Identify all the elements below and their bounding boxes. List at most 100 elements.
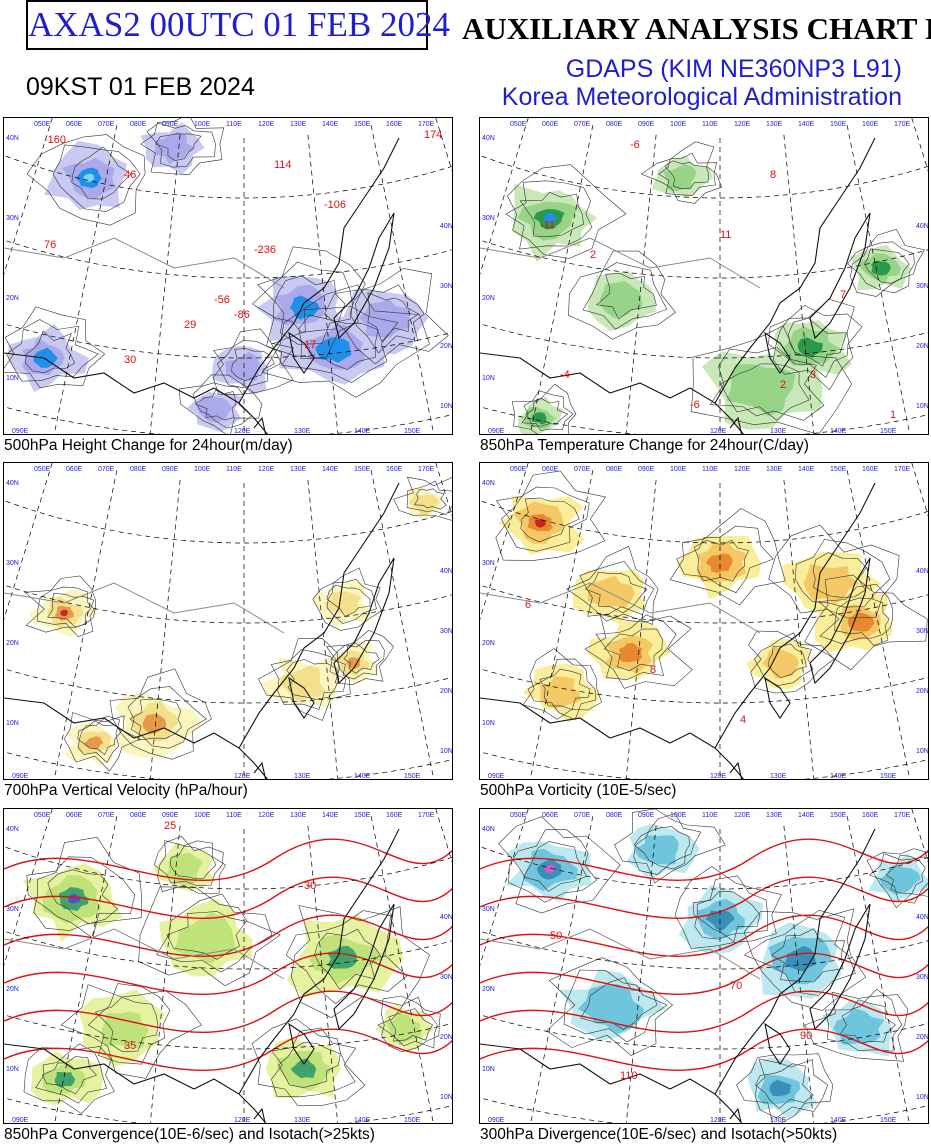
bottom-longitude-label: 120E bbox=[234, 1117, 251, 1124]
top-longitude-label: 090E bbox=[638, 121, 655, 128]
bottom-longitude-label: 140E bbox=[830, 428, 847, 435]
contour-line bbox=[521, 390, 574, 432]
contour-line bbox=[94, 996, 159, 1052]
contour-line bbox=[393, 476, 452, 521]
contour-line bbox=[251, 246, 366, 359]
vertical-velocity-map: 050E 060E 070E 080E 090E 100E 110E 120E 130E 140E… bbox=[4, 463, 452, 779]
contour-line bbox=[692, 891, 761, 943]
latitude-line bbox=[4, 751, 452, 779]
grid-labels: 050E 060E 070E 080E 090E 100E 110E 120E 130E 140E… bbox=[6, 121, 452, 435]
coastline-taiwan bbox=[253, 761, 267, 779]
latitude-line bbox=[480, 668, 928, 704]
left-latitude-label: 30N bbox=[482, 906, 495, 913]
shade-peak bbox=[60, 609, 68, 617]
contour-line bbox=[804, 991, 909, 1062]
latitude-line bbox=[4, 668, 452, 704]
top-longitude-label: 050E bbox=[510, 466, 527, 473]
contour-line bbox=[565, 545, 659, 625]
contour-layer bbox=[495, 470, 928, 720]
country-border bbox=[480, 237, 761, 289]
contour-value-label: 8 bbox=[770, 169, 776, 181]
map-panel-height-change: 050E 060E 070E 080E 090E 100E 110E 120E 130E 140E… bbox=[3, 117, 453, 435]
contour-value-label: 3 bbox=[810, 369, 816, 381]
top-longitude-label: 070E bbox=[98, 466, 115, 473]
graticule bbox=[480, 463, 928, 779]
top-longitude-label: 060E bbox=[66, 466, 83, 473]
contour-line bbox=[748, 630, 835, 694]
left-latitude-label: 10N bbox=[482, 375, 495, 382]
shade-region bbox=[879, 864, 921, 895]
contour-line bbox=[271, 306, 399, 384]
bottom-longitude-label: 150E bbox=[880, 428, 897, 435]
contour-line bbox=[406, 480, 452, 515]
contour-line bbox=[511, 383, 577, 434]
contour-line bbox=[140, 118, 225, 175]
country-border bbox=[480, 582, 761, 634]
contour-line bbox=[582, 262, 668, 330]
left-latitude-label: 30N bbox=[482, 560, 495, 567]
isotach-layer bbox=[480, 838, 928, 1072]
longitude-line bbox=[846, 125, 911, 434]
coastline-east bbox=[714, 828, 876, 1095]
shading-layer bbox=[7, 122, 429, 433]
contour-line bbox=[579, 560, 655, 617]
contour-line bbox=[743, 908, 867, 1011]
coastline-mainland bbox=[480, 352, 745, 434]
shade-core bbox=[618, 642, 643, 663]
left-latitude-label: 20N bbox=[6, 986, 19, 993]
coastline-japan bbox=[809, 557, 871, 685]
top-longitude-label: 130E bbox=[766, 812, 783, 819]
left-latitude-label: 20N bbox=[482, 640, 495, 647]
left-latitude-label: 20N bbox=[482, 986, 495, 993]
top-longitude-label: 160E bbox=[386, 121, 403, 128]
latitude-line bbox=[4, 323, 452, 359]
contour-line bbox=[584, 571, 648, 614]
right-latitude-label: 40N bbox=[916, 568, 929, 575]
latitude-line bbox=[480, 239, 928, 279]
top-longitude-label: 100E bbox=[670, 466, 687, 473]
left-latitude-label: 20N bbox=[482, 295, 495, 302]
longitude-line bbox=[783, 134, 815, 434]
contour-line bbox=[26, 856, 136, 939]
top-longitude-label: 070E bbox=[98, 121, 115, 128]
contour-line bbox=[519, 191, 584, 237]
top-longitude-label: 160E bbox=[862, 812, 879, 819]
caption-temperature-change: 850hPa Temperature Change for 24hour(C/d… bbox=[480, 437, 809, 454]
bottom-longitude-label: 150E bbox=[404, 428, 421, 435]
shade-region bbox=[833, 1008, 885, 1045]
longitude-line bbox=[370, 816, 434, 1123]
contour-value-label: -6 bbox=[630, 139, 640, 151]
contour-line bbox=[231, 348, 275, 382]
country-border bbox=[4, 237, 285, 289]
contour-line bbox=[669, 508, 786, 606]
shade-core bbox=[315, 337, 352, 363]
contour-line bbox=[768, 524, 900, 619]
top-longitude-label: 050E bbox=[34, 121, 51, 128]
bottom-longitude-label: 130E bbox=[770, 428, 787, 435]
bottom-longitude-label: 150E bbox=[880, 773, 897, 780]
coastline-korea bbox=[764, 331, 791, 374]
contour-line bbox=[388, 1008, 434, 1042]
coastline-taiwan bbox=[253, 1107, 266, 1123]
left-latitude-label: 10N bbox=[482, 1066, 495, 1073]
top-longitude-label: 170E bbox=[418, 121, 435, 128]
contour-value-label: 6 bbox=[525, 599, 531, 611]
shade-region bbox=[358, 299, 411, 338]
contour-line bbox=[326, 578, 377, 624]
isotach-layer bbox=[4, 838, 452, 1072]
latitude-line bbox=[480, 406, 928, 434]
right-latitude-label: 20N bbox=[916, 343, 929, 350]
latitude-line bbox=[4, 500, 452, 544]
coastline-korea bbox=[288, 331, 315, 374]
longitude-line bbox=[307, 134, 339, 434]
shade-peak bbox=[543, 212, 556, 223]
contour-line bbox=[694, 875, 769, 940]
coastline-korea bbox=[764, 676, 791, 719]
contour-value-label: 46 bbox=[124, 169, 136, 181]
contour-value-label: 11 bbox=[720, 229, 731, 241]
coastline-east bbox=[714, 482, 876, 749]
contour-line bbox=[500, 486, 590, 552]
contour-line bbox=[767, 643, 807, 679]
left-latitude-label: 40N bbox=[6, 826, 19, 833]
top-longitude-label: 080E bbox=[130, 121, 147, 128]
